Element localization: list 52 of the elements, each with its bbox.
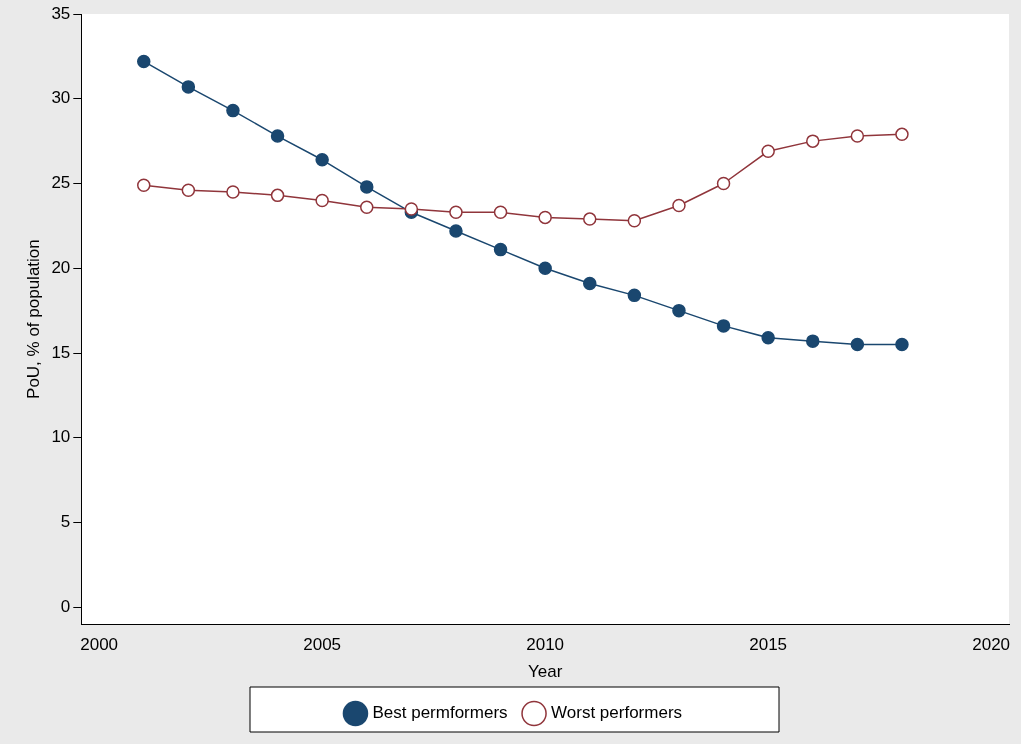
point	[181, 80, 196, 94]
point	[583, 276, 597, 291]
point	[716, 319, 731, 333]
y-tick-label: 15	[51, 342, 71, 362]
point	[895, 337, 909, 352]
point	[360, 200, 374, 214]
point	[404, 202, 419, 216]
point	[761, 331, 775, 345]
point	[315, 193, 329, 208]
point	[761, 144, 775, 159]
x-tick-label: 2015	[749, 635, 788, 655]
x-tick-label: 2010	[526, 635, 565, 655]
y-tick-label: 20	[51, 257, 71, 277]
point	[538, 210, 552, 225]
point	[806, 134, 820, 148]
point	[672, 198, 686, 213]
point	[850, 337, 865, 352]
y-tick-label: 0	[60, 596, 71, 616]
point	[806, 334, 820, 348]
point	[226, 185, 240, 199]
point	[270, 188, 285, 203]
point	[850, 129, 865, 143]
point	[137, 178, 151, 192]
y-tick-label: 35	[51, 3, 71, 23]
x-tick-label: 2000	[80, 635, 119, 655]
point	[538, 261, 552, 275]
point	[137, 54, 151, 69]
x-tick-label: 2020	[972, 635, 1011, 655]
point	[895, 127, 909, 142]
point	[583, 212, 597, 226]
y-axis-title: PoU, % of population	[23, 239, 43, 399]
y-tick-label: 30	[51, 88, 71, 108]
point	[493, 242, 508, 257]
point	[315, 153, 329, 167]
point	[627, 288, 642, 303]
point	[181, 183, 196, 198]
point	[672, 303, 686, 318]
y-tick-label: 10	[51, 427, 71, 447]
y-tick-label: 25	[51, 173, 71, 193]
point	[716, 176, 731, 191]
x-tick-label: 2005	[303, 635, 342, 655]
point	[627, 214, 642, 228]
point	[360, 180, 374, 194]
point	[449, 205, 463, 220]
point	[270, 129, 285, 143]
legend-label: Worst performers	[551, 703, 683, 723]
point	[449, 224, 463, 238]
x-axis-title: Year	[527, 662, 563, 682]
y-tick-label: 5	[60, 512, 71, 532]
point	[226, 103, 240, 118]
point	[493, 205, 508, 220]
legend-label: Best permformers	[372, 703, 508, 723]
